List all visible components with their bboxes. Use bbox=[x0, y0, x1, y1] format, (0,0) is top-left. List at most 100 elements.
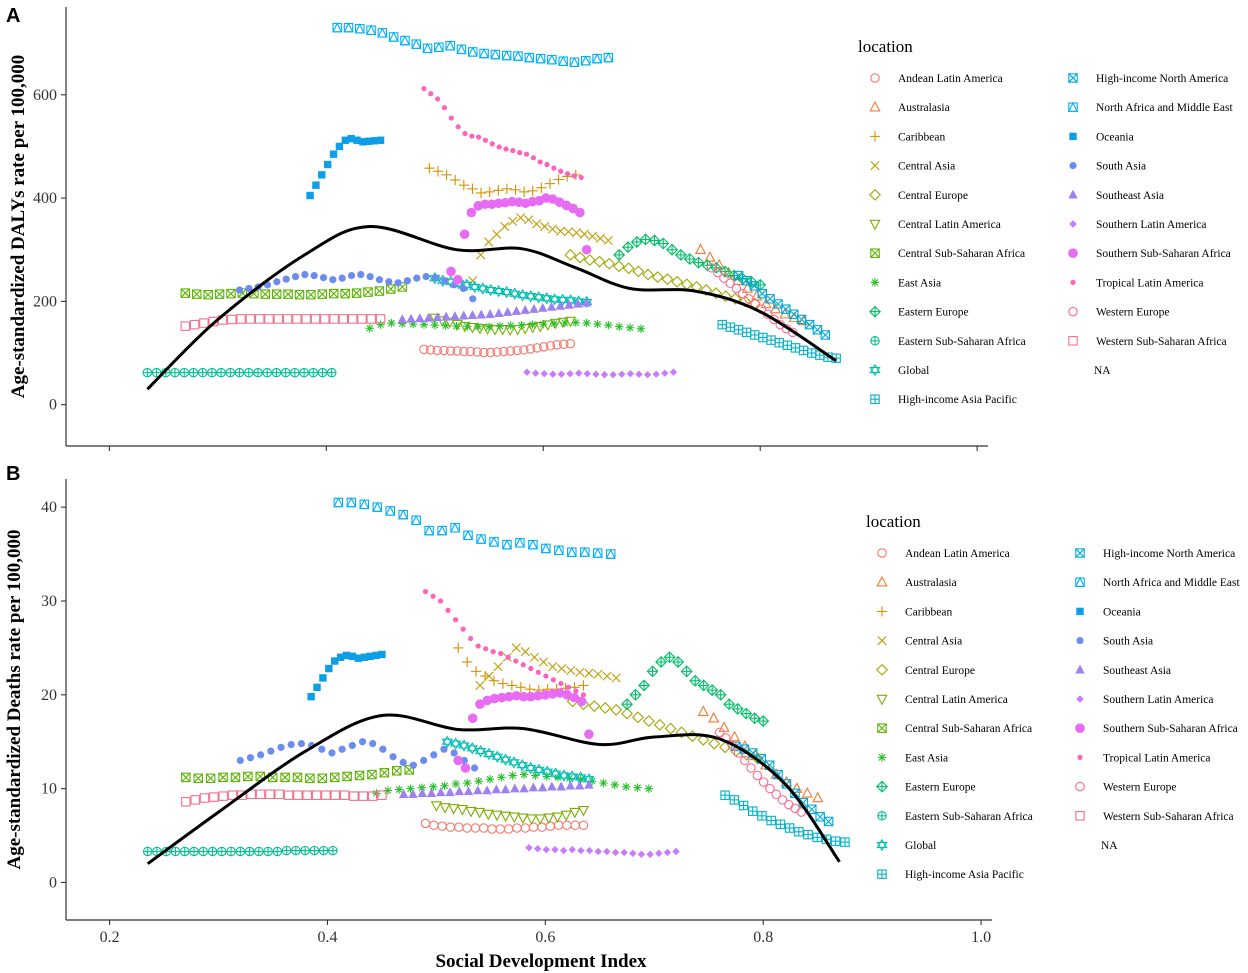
data-point bbox=[170, 367, 180, 378]
panel-a-series-central-europe bbox=[564, 248, 761, 310]
panel-b-series-southern-latin-america bbox=[525, 844, 680, 859]
panel-b-series-oceania bbox=[307, 650, 386, 701]
data-point bbox=[424, 162, 435, 174]
data-point bbox=[784, 799, 794, 810]
data-point bbox=[578, 174, 584, 181]
legend-item-andean-latin-america: Andean Latin America bbox=[877, 548, 1010, 560]
legend-label: East Asia bbox=[898, 277, 941, 289]
data-point bbox=[812, 832, 823, 843]
data-point bbox=[329, 276, 337, 284]
legend-label: Southern Sub-Saharan Africa bbox=[1096, 248, 1231, 260]
data-point bbox=[482, 695, 493, 706]
legend-label: High-income North America bbox=[1103, 548, 1235, 560]
legend-label: North Africa and Middle East bbox=[1096, 102, 1233, 114]
data-point bbox=[533, 844, 542, 853]
data-point bbox=[318, 171, 326, 179]
data-point bbox=[541, 292, 553, 305]
data-point bbox=[217, 846, 227, 857]
data-point bbox=[545, 341, 556, 351]
data-point bbox=[577, 805, 590, 817]
data-point bbox=[508, 216, 518, 226]
data-point bbox=[237, 790, 247, 800]
panel-a-y-tick-label: 400 bbox=[33, 190, 57, 207]
data-point bbox=[536, 182, 547, 193]
legend-item-na: NA bbox=[1094, 365, 1111, 377]
data-point bbox=[336, 653, 345, 661]
data-point bbox=[738, 800, 749, 811]
data-point bbox=[674, 248, 687, 261]
data-point bbox=[535, 53, 546, 64]
data-point bbox=[790, 343, 801, 353]
legend-item-eastern-europe: Eastern Europe bbox=[869, 305, 969, 319]
legend-item-tropical-latin-america: Tropical Latin America bbox=[1077, 752, 1211, 764]
data-point bbox=[489, 325, 501, 336]
data-point bbox=[319, 274, 328, 282]
data-point bbox=[757, 715, 770, 728]
data-point bbox=[332, 22, 343, 33]
data-point bbox=[484, 237, 494, 247]
data-point bbox=[578, 680, 589, 691]
data-point bbox=[462, 130, 468, 137]
legend-label: Andean Latin America bbox=[905, 548, 1010, 560]
legend-item-western-sub-saharan-africa: Western Sub-Saharan Africa bbox=[1068, 336, 1227, 348]
panel-b-series-eastern-europe bbox=[621, 651, 770, 728]
legend-item-central-latin-america: Central Latin America bbox=[869, 219, 1001, 231]
panel-b-series-southern-sub-saharan-africa bbox=[453, 688, 594, 773]
data-point bbox=[549, 370, 557, 378]
data-point bbox=[473, 322, 483, 331]
data-point bbox=[798, 345, 809, 356]
data-point bbox=[551, 812, 564, 824]
data-point bbox=[292, 314, 302, 324]
data-point bbox=[680, 278, 693, 291]
data-point bbox=[394, 785, 404, 794]
legend-key bbox=[1068, 336, 1078, 346]
data-point bbox=[372, 651, 380, 660]
data-point bbox=[349, 791, 359, 801]
data-point bbox=[365, 324, 374, 333]
data-point bbox=[637, 850, 646, 859]
data-point bbox=[445, 40, 456, 51]
panel-b-series-central-asia bbox=[475, 643, 621, 691]
panel-b-series-andean-latin-america bbox=[420, 818, 589, 834]
data-point bbox=[801, 786, 813, 798]
legend-label: Southern Latin America bbox=[1096, 219, 1207, 231]
data-point bbox=[415, 313, 425, 323]
data-point bbox=[723, 698, 736, 711]
data-point bbox=[758, 332, 768, 343]
data-point bbox=[320, 314, 330, 324]
legend-key bbox=[877, 548, 887, 558]
data-point bbox=[277, 743, 285, 751]
data-point bbox=[460, 626, 466, 632]
data-point bbox=[435, 96, 441, 102]
data-point bbox=[398, 509, 409, 520]
legend-key bbox=[869, 305, 881, 318]
data-point bbox=[559, 846, 568, 855]
legend-key bbox=[870, 73, 880, 83]
data-point bbox=[330, 790, 340, 800]
legend-key bbox=[1075, 781, 1085, 792]
data-point bbox=[385, 278, 393, 286]
panel-b-series-north-africa-and-middle-east bbox=[333, 497, 616, 559]
legend-label: Central Europe bbox=[905, 665, 975, 677]
data-point bbox=[669, 368, 678, 376]
data-point bbox=[446, 266, 456, 277]
legend-item-high-income-asia-pacific: High-income Asia Pacific bbox=[870, 394, 1017, 406]
legend-item-tropical-latin-america: Tropical Latin America bbox=[1070, 277, 1204, 289]
data-point bbox=[329, 314, 339, 324]
data-point bbox=[243, 771, 253, 782]
data-point bbox=[537, 159, 543, 165]
data-point bbox=[306, 191, 314, 200]
data-point bbox=[419, 320, 429, 329]
data-point bbox=[573, 688, 579, 694]
data-point bbox=[205, 773, 216, 784]
data-point bbox=[708, 737, 721, 750]
data-point bbox=[683, 253, 696, 266]
legend-item-high-income-asia-pacific: High-income Asia Pacific bbox=[877, 869, 1024, 881]
data-point bbox=[555, 300, 566, 310]
data-point bbox=[475, 680, 485, 691]
data-point bbox=[452, 617, 459, 623]
data-point bbox=[338, 274, 346, 282]
data-point bbox=[547, 224, 558, 234]
data-point bbox=[620, 848, 628, 857]
